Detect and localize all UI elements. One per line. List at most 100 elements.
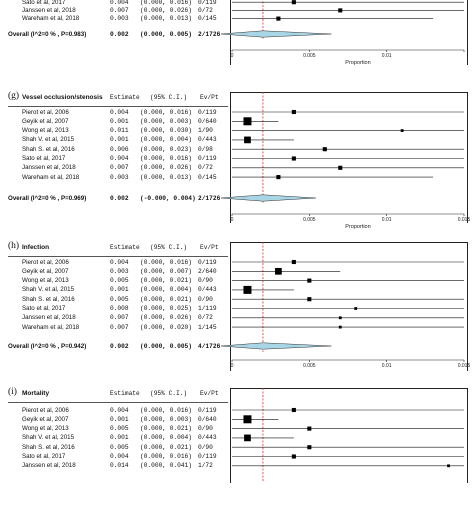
header-rule <box>8 106 228 107</box>
study-estimate: 0.011 <box>110 127 129 135</box>
study-name: Geyik et al, 2007 <box>22 415 69 423</box>
study-events: 0/145 <box>198 15 217 23</box>
column-header-ev: Ev/Pt <box>200 244 219 251</box>
overall-diamond <box>220 342 332 350</box>
x-axis-title: Proportion <box>345 224 370 230</box>
study-ci: (0.000, 0.013) <box>140 173 192 181</box>
study-name: Shah V. et al, 2015 <box>22 286 75 294</box>
study-ci: (0.000, 0.021) <box>140 443 192 451</box>
forest-plot-svg: 0 0.005 0.01 Proportion <box>220 0 465 66</box>
study-events: 0/90 <box>198 425 213 433</box>
study-estimate: 0.003 <box>110 267 129 275</box>
study-ci: (0.000, 0.016) <box>140 0 192 6</box>
column-header-ci: (95% C.I.) <box>150 244 188 251</box>
study-events: 0/119 <box>198 453 217 460</box>
overall-ci: (0.000, 0.005) <box>140 30 192 38</box>
study-events: 0/119 <box>198 406 217 414</box>
x-tick-label: 0 <box>231 363 234 369</box>
panel-label: (i) <box>8 387 17 397</box>
estimate-square <box>275 267 282 275</box>
estimate-square <box>291 259 296 265</box>
column-header-ev: Ev/Pt <box>200 94 219 101</box>
estimate-square <box>338 8 343 13</box>
study-events: 1/72 <box>198 462 213 470</box>
study-ci: (0.000, 0.041) <box>140 462 192 470</box>
study-estimate: 0.005 <box>110 277 129 285</box>
panel-title: Vessel occlusion/stenosis <box>22 94 103 101</box>
forest-plot-svg <box>232 388 464 482</box>
study-ci: (0.000, 0.016) <box>140 453 192 460</box>
study-ci: (0.000, 0.004) <box>140 136 192 144</box>
overall-label: Overall (I^2=0 % , P=0.942) <box>8 342 87 350</box>
study-ci: (0.000, 0.023) <box>140 145 192 153</box>
estimate-square <box>243 117 252 126</box>
study-ci: (0.000, 0.030) <box>140 127 192 135</box>
study-estimate: 0.003 <box>110 15 129 23</box>
study-events: 2/640 <box>198 267 217 275</box>
plot-frame <box>230 242 468 371</box>
estimate-square <box>338 165 343 170</box>
study-ci: (0.000, 0.021) <box>140 277 192 285</box>
study-name: Sato et al, 2017 <box>22 155 66 162</box>
overall-ci: (0.000, 0.005) <box>140 342 192 350</box>
x-tick-label: 0 <box>231 53 234 59</box>
study-ci: (0.000, 0.025) <box>140 305 192 312</box>
study-estimate: 0.004 <box>110 258 129 266</box>
study-estimate: 0.001 <box>110 286 129 294</box>
study-events: 1/145 <box>198 323 217 331</box>
column-header-ev: Ev/Pt <box>200 390 219 397</box>
study-name: Shah V. et al, 2015 <box>22 434 75 442</box>
estimate-square <box>338 316 342 320</box>
overall-estimate: 0.002 <box>110 342 129 350</box>
study-estimate: 0.004 <box>110 108 129 116</box>
study-name: Janssen et al, 2018 <box>22 164 76 172</box>
x-tick-label: 0 <box>231 217 234 223</box>
x-tick-label: 0.005 <box>303 217 316 223</box>
estimate-square <box>307 297 312 302</box>
study-ci: (0.000, 0.016) <box>140 108 192 116</box>
study-ci: (0.000, 0.026) <box>140 164 192 172</box>
study-name: Janssen et al, 2018 <box>22 462 76 470</box>
study-name: Wareham et al, 2018 <box>22 323 80 331</box>
study-name: Wong et al, 2013 <box>22 277 69 285</box>
study-name: Geyik et al, 2007 <box>22 267 69 275</box>
study-name: Pierot et al, 2006 <box>22 258 69 266</box>
study-name: Sato et al, 2017 <box>22 0 66 6</box>
estimate-square <box>244 136 251 144</box>
panel-title: Infection <box>22 244 50 251</box>
study-events: 0/119 <box>198 258 217 266</box>
study-ci: (0.000, 0.021) <box>140 425 192 433</box>
estimate-square <box>307 426 312 431</box>
study-estimate: 0.001 <box>110 117 129 125</box>
study-name: Sato et al, 2017 <box>22 453 66 460</box>
estimate-square <box>243 415 252 424</box>
study-estimate: 0.014 <box>110 462 129 470</box>
estimate-square <box>291 454 296 459</box>
study-estimate: 0.004 <box>110 155 129 162</box>
study-events: 0/119 <box>198 108 217 116</box>
study-estimate: 0.005 <box>110 443 129 451</box>
study-name: Geyik et al, 2007 <box>22 117 69 125</box>
estimate-square <box>243 285 252 294</box>
overall-events: 2/1726 <box>198 30 221 38</box>
estimate-square <box>291 407 296 413</box>
column-header-ci: (95% C.I.) <box>150 390 188 397</box>
x-axis-title: Proportion <box>345 60 370 66</box>
estimate-square <box>307 445 312 450</box>
overall-label: Overall (I^2=0 % , P=0.983) <box>8 30 87 38</box>
study-name: Shah V. et al, 2015 <box>22 136 75 144</box>
study-ci: (0.000, 0.021) <box>140 295 192 303</box>
x-tick-label: 0.005 <box>303 53 316 59</box>
study-events: 0/72 <box>198 314 213 322</box>
study-ci: (0.000, 0.026) <box>140 314 192 322</box>
study-events: 0/119 <box>198 0 217 6</box>
forest-panel-3: (h) Infection Estimate (95% C.I.) Ev/Pt 0 0.00… <box>0 236 474 386</box>
header-rule <box>8 402 228 403</box>
estimate-square <box>354 307 358 310</box>
overall-events: 2/1726 <box>198 194 221 202</box>
study-ci: (0.000, 0.003) <box>140 415 192 423</box>
overall-estimate: 0.002 <box>110 194 129 202</box>
study-estimate: 0.007 <box>110 6 129 14</box>
study-name: Pierot et al, 2006 <box>22 406 69 414</box>
